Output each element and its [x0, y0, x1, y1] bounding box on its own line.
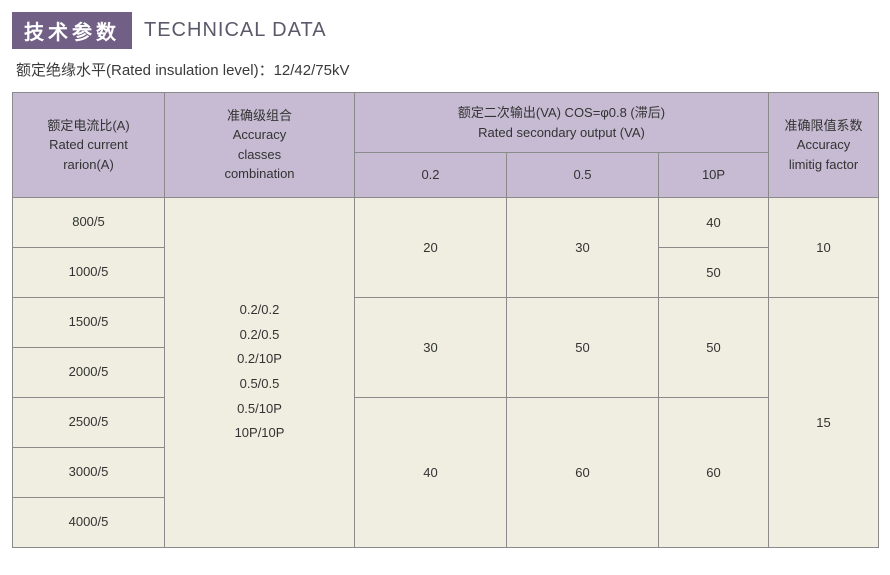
- title-row: 技术参数 TECHNICAL DATA: [12, 12, 878, 49]
- cell-output-02: 40: [355, 397, 507, 547]
- header-ratio: 额定电流比(A) Rated current rarion(A): [13, 93, 165, 198]
- header-output-cn: 额定二次输出(VA) COS=φ0.8 (滞后): [361, 103, 762, 123]
- header-output-en: Rated secondary output (VA): [361, 123, 762, 143]
- combo-line: 0.2/0.2: [171, 298, 348, 323]
- cell-output-02: 30: [355, 297, 507, 397]
- header-sub-02: 0.2: [355, 153, 507, 198]
- cell-ratio: 3000/5: [13, 447, 165, 497]
- table-row: 2500/5 40 60 60: [13, 397, 879, 447]
- cell-ratio: 4000/5: [13, 497, 165, 547]
- combo-line: 0.5/0.5: [171, 372, 348, 397]
- header-sub-10p: 10P: [659, 153, 769, 198]
- header-accuracy-en2: classes: [171, 145, 348, 165]
- subtitle: 额定绝缘水平(Rated insulation level)：12/42/75k…: [16, 59, 878, 80]
- combo-line: 0.2/10P: [171, 347, 348, 372]
- header-limit-cn: 准确限值系数: [775, 116, 872, 136]
- header-accuracy: 准确级组合 Accuracy classes combination: [165, 93, 355, 198]
- cell-output-05: 50: [507, 297, 659, 397]
- combo-line: 10P/10P: [171, 421, 348, 446]
- cell-output-10p: 50: [659, 247, 769, 297]
- header-accuracy-cn: 准确级组合: [171, 106, 348, 126]
- cell-output-10p: 60: [659, 397, 769, 547]
- title-en: TECHNICAL DATA: [144, 19, 327, 42]
- combo-line: 0.2/0.5: [171, 323, 348, 348]
- header-ratio-en2: rarion(A): [19, 155, 158, 175]
- header-limit: 准确限值系数 Accuracy limitig factor: [769, 93, 879, 198]
- header-accuracy-en1: Accuracy: [171, 125, 348, 145]
- header-sub-05: 0.5: [507, 153, 659, 198]
- cell-ratio: 800/5: [13, 197, 165, 247]
- cell-limit: 10: [769, 197, 879, 297]
- cell-accuracy-combo: 0.2/0.2 0.2/0.5 0.2/10P 0.5/0.5 0.5/10P …: [165, 197, 355, 547]
- cell-output-05: 30: [507, 197, 659, 297]
- cell-output-10p: 50: [659, 297, 769, 397]
- header-limit-en2: limitig factor: [775, 155, 872, 175]
- header-accuracy-en3: combination: [171, 164, 348, 184]
- table-row: 800/5 0.2/0.2 0.2/0.5 0.2/10P 0.5/0.5 0.…: [13, 197, 879, 247]
- cell-output-02: 20: [355, 197, 507, 297]
- cell-output-10p: 40: [659, 197, 769, 247]
- combo-line: 0.5/10P: [171, 397, 348, 422]
- header-limit-en1: Accuracy: [775, 135, 872, 155]
- table-row: 1500/5 30 50 50 15: [13, 297, 879, 347]
- cell-ratio: 1500/5: [13, 297, 165, 347]
- cell-ratio: 1000/5: [13, 247, 165, 297]
- cell-limit: 15: [769, 297, 879, 547]
- cell-ratio: 2500/5: [13, 397, 165, 447]
- cell-ratio: 2000/5: [13, 347, 165, 397]
- header-ratio-cn: 额定电流比(A): [19, 116, 158, 136]
- header-ratio-en1: Rated current: [19, 135, 158, 155]
- technical-data-table: 额定电流比(A) Rated current rarion(A) 准确级组合 A…: [12, 92, 879, 548]
- title-badge-cn: 技术参数: [12, 12, 132, 49]
- header-output: 额定二次输出(VA) COS=φ0.8 (滞后) Rated secondary…: [355, 93, 769, 153]
- cell-output-05: 60: [507, 397, 659, 547]
